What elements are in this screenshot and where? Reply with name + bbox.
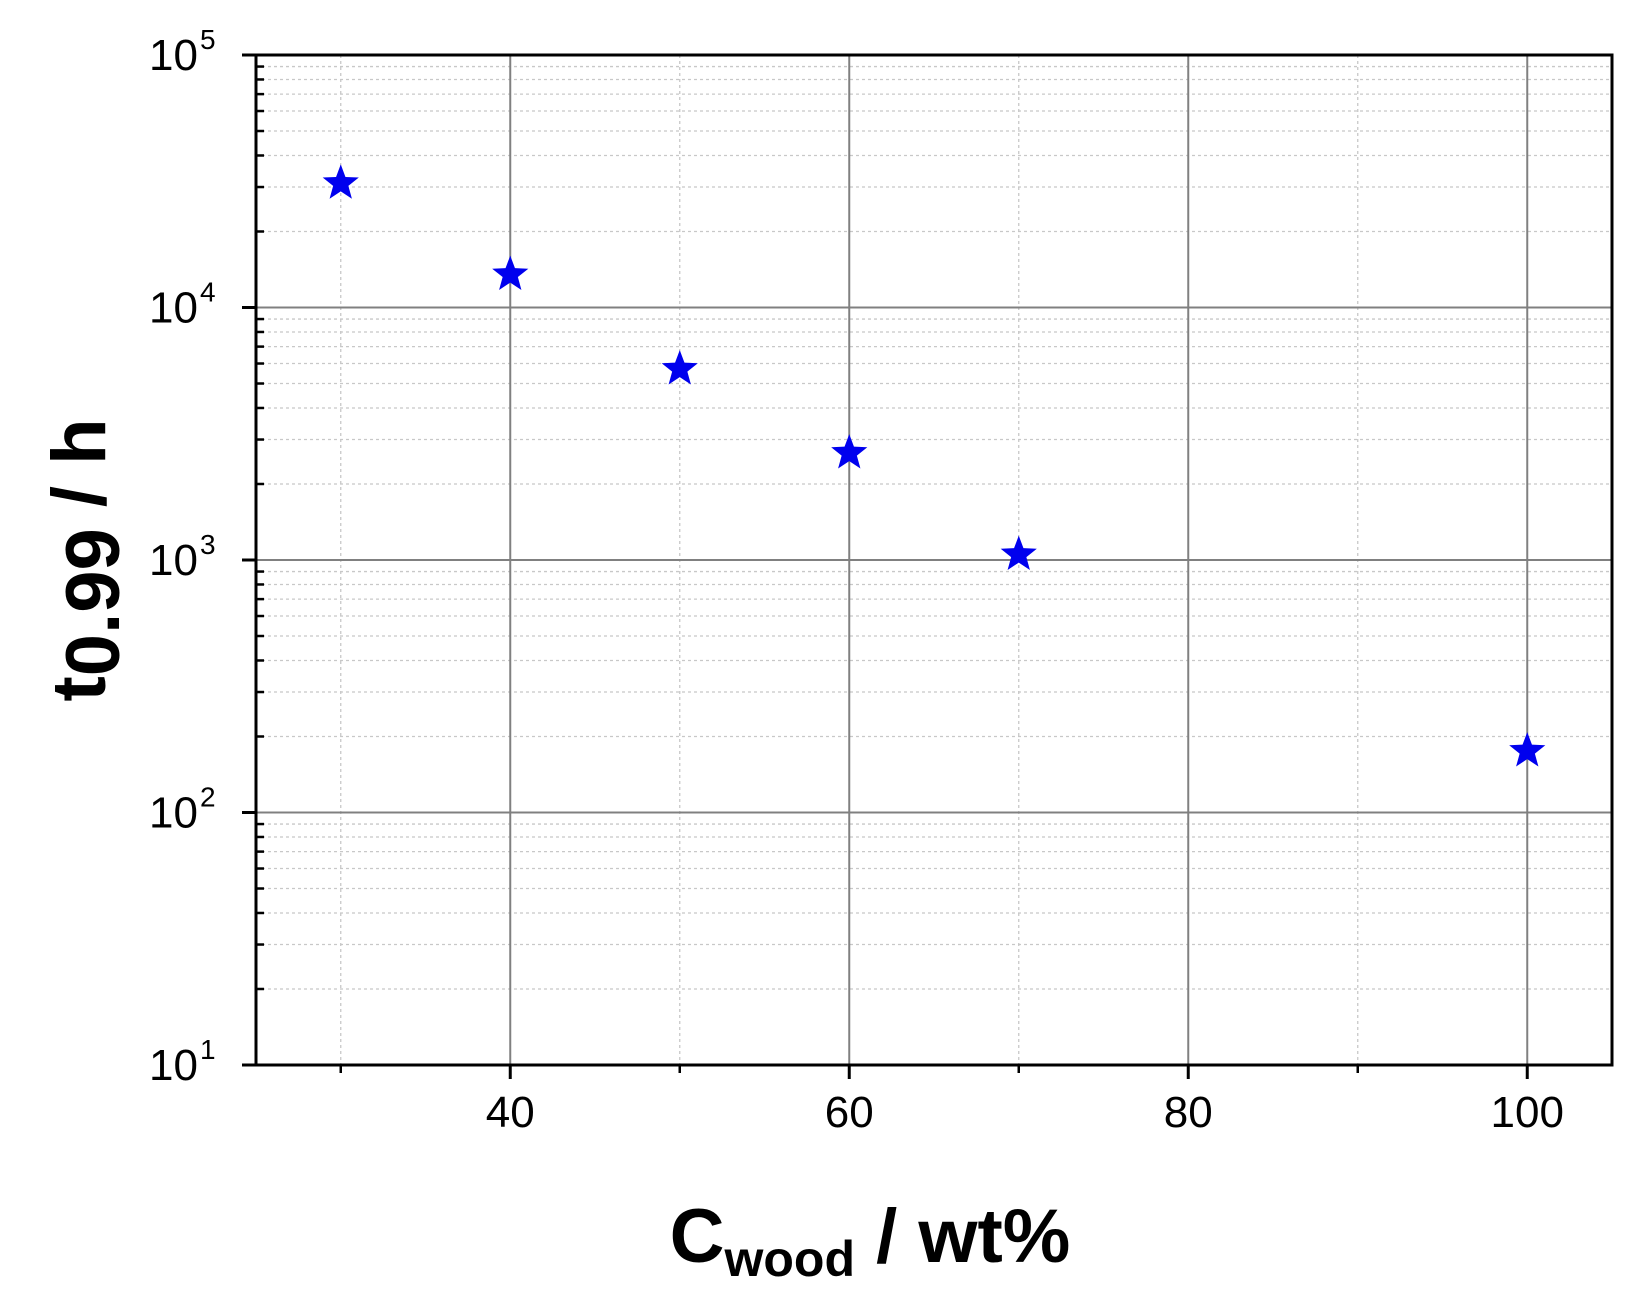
data-point-star bbox=[1509, 732, 1546, 767]
y-tick-exponent: 1 bbox=[200, 1034, 216, 1065]
y-tick-exponent: 5 bbox=[200, 24, 216, 55]
x-tick-labels: 40 60 80 100 bbox=[486, 1088, 1564, 1137]
y-tick-exponent: 3 bbox=[200, 529, 216, 560]
x-tick-label: 80 bbox=[1164, 1088, 1213, 1137]
y-tick-label: 10 bbox=[149, 536, 198, 585]
axis-ticks bbox=[242, 53, 1529, 1079]
x-tick-label: 40 bbox=[486, 1088, 535, 1137]
x-axis-title: Cwood / wt% bbox=[670, 1194, 1071, 1287]
y-tick-label: 10 bbox=[149, 1041, 198, 1090]
y-tick-label: 10 bbox=[149, 789, 198, 838]
y-axis-title: t0.99 / h bbox=[37, 418, 136, 701]
data-points bbox=[322, 164, 1546, 767]
x-tick-label: 60 bbox=[825, 1088, 874, 1137]
data-point-star bbox=[492, 255, 529, 290]
data-point-star bbox=[322, 164, 359, 199]
y-tick-exponent: 2 bbox=[200, 782, 216, 813]
y-tick-label: 10 bbox=[149, 31, 198, 80]
data-point-star bbox=[1000, 535, 1037, 571]
y-tick-exponent: 4 bbox=[200, 277, 216, 308]
major-grid bbox=[256, 55, 1612, 1065]
data-point-star bbox=[831, 434, 868, 469]
data-point-star bbox=[661, 350, 698, 385]
y-tick-label: 10 bbox=[149, 284, 198, 333]
x-tick-label: 100 bbox=[1491, 1088, 1564, 1137]
